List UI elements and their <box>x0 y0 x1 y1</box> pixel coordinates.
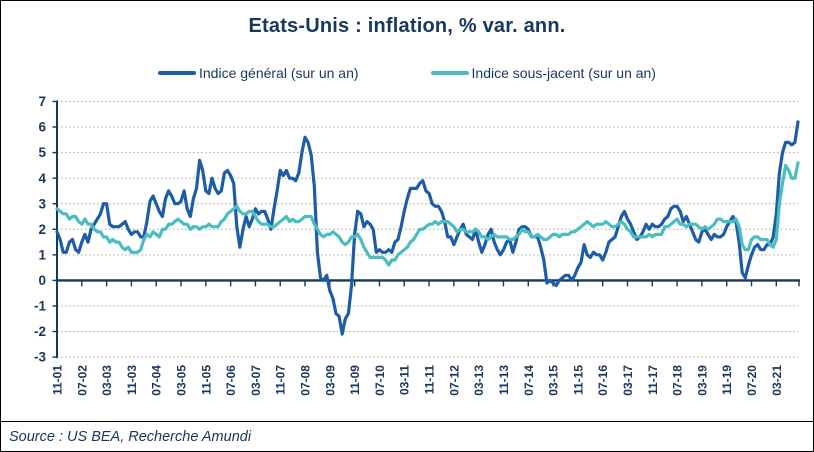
svg-text:03-07: 03-07 <box>249 365 263 396</box>
series-line-indice-sous-jacent <box>55 161 800 267</box>
svg-text:03-21: 03-21 <box>770 365 784 396</box>
svg-text:11-17: 11-17 <box>646 365 660 395</box>
svg-text:03-15: 03-15 <box>547 365 561 396</box>
legend-label-indice-sous-jacent: Indice sous-jacent (sur un an) <box>471 65 656 81</box>
svg-text:03-05: 03-05 <box>175 365 189 396</box>
svg-text:11-03: 11-03 <box>125 365 139 395</box>
svg-text:-2: -2 <box>34 324 46 339</box>
x-axis-labels: 11-01 07-02 03-03 11-03 07-04 03-05 11-05 07-06… <box>51 365 784 396</box>
svg-text:03-09: 03-09 <box>323 365 337 396</box>
svg-text:-3: -3 <box>34 350 46 365</box>
legend-label-indice-general: Indice général (sur un an) <box>199 65 359 81</box>
svg-text:03-19: 03-19 <box>695 365 709 396</box>
svg-text:11-05: 11-05 <box>199 365 213 395</box>
legend: Indice général (sur un an) Indice sous-j… <box>1 65 813 81</box>
svg-text:11-07: 11-07 <box>274 365 288 395</box>
svg-text:11-15: 11-15 <box>571 365 585 395</box>
svg-text:07-02: 07-02 <box>75 365 89 396</box>
chart-title: Etats-Unis : inflation, % var. ann. <box>248 15 566 37</box>
svg-text:03-17: 03-17 <box>621 365 635 396</box>
svg-text:07-12: 07-12 <box>447 365 461 396</box>
legend-item-indice-general: Indice général (sur un an) <box>158 65 359 81</box>
y-axis-labels: -3 -2 -1 0 1 2 3 4 5 6 7 <box>34 94 47 365</box>
svg-text:2: 2 <box>38 222 46 237</box>
series-line-indice-general <box>55 120 800 336</box>
headline-line-swatch <box>158 71 196 75</box>
x-axis-zero-line <box>56 279 800 287</box>
svg-text:11-09: 11-09 <box>348 365 362 395</box>
svg-text:07-20: 07-20 <box>745 365 759 396</box>
legend-item-indice-sous-jacent: Indice sous-jacent (sur un an) <box>430 65 656 81</box>
source-strip: Source : US BEA, Recherche Amundi <box>1 421 813 451</box>
svg-text:1: 1 <box>38 247 46 262</box>
svg-text:07-10: 07-10 <box>373 365 387 396</box>
svg-text:03-03: 03-03 <box>100 365 114 396</box>
y-axis <box>52 100 58 359</box>
source-text: Source : US BEA, Recherche Amundi <box>9 428 252 445</box>
gridlines <box>57 100 798 358</box>
svg-text:7: 7 <box>38 94 46 109</box>
svg-text:07-14: 07-14 <box>522 365 536 396</box>
svg-text:03-13: 03-13 <box>472 365 486 396</box>
svg-text:03-11: 03-11 <box>398 365 412 395</box>
svg-text:11-13: 11-13 <box>497 365 511 395</box>
svg-text:6: 6 <box>38 120 46 135</box>
svg-text:11-11: 11-11 <box>423 365 437 395</box>
svg-text:-1: -1 <box>34 299 46 314</box>
svg-text:3: 3 <box>38 196 46 211</box>
svg-text:5: 5 <box>38 145 46 160</box>
svg-text:4: 4 <box>38 171 46 186</box>
svg-text:11-01: 11-01 <box>51 365 65 395</box>
svg-text:07-08: 07-08 <box>299 365 313 396</box>
svg-text:0: 0 <box>38 273 46 288</box>
core-line-swatch <box>430 71 469 75</box>
svg-text:11-19: 11-19 <box>720 365 734 395</box>
svg-text:07-06: 07-06 <box>224 365 238 396</box>
svg-text:07-04: 07-04 <box>150 365 164 396</box>
svg-text:07-16: 07-16 <box>596 365 610 396</box>
svg-text:07-18: 07-18 <box>671 365 685 396</box>
